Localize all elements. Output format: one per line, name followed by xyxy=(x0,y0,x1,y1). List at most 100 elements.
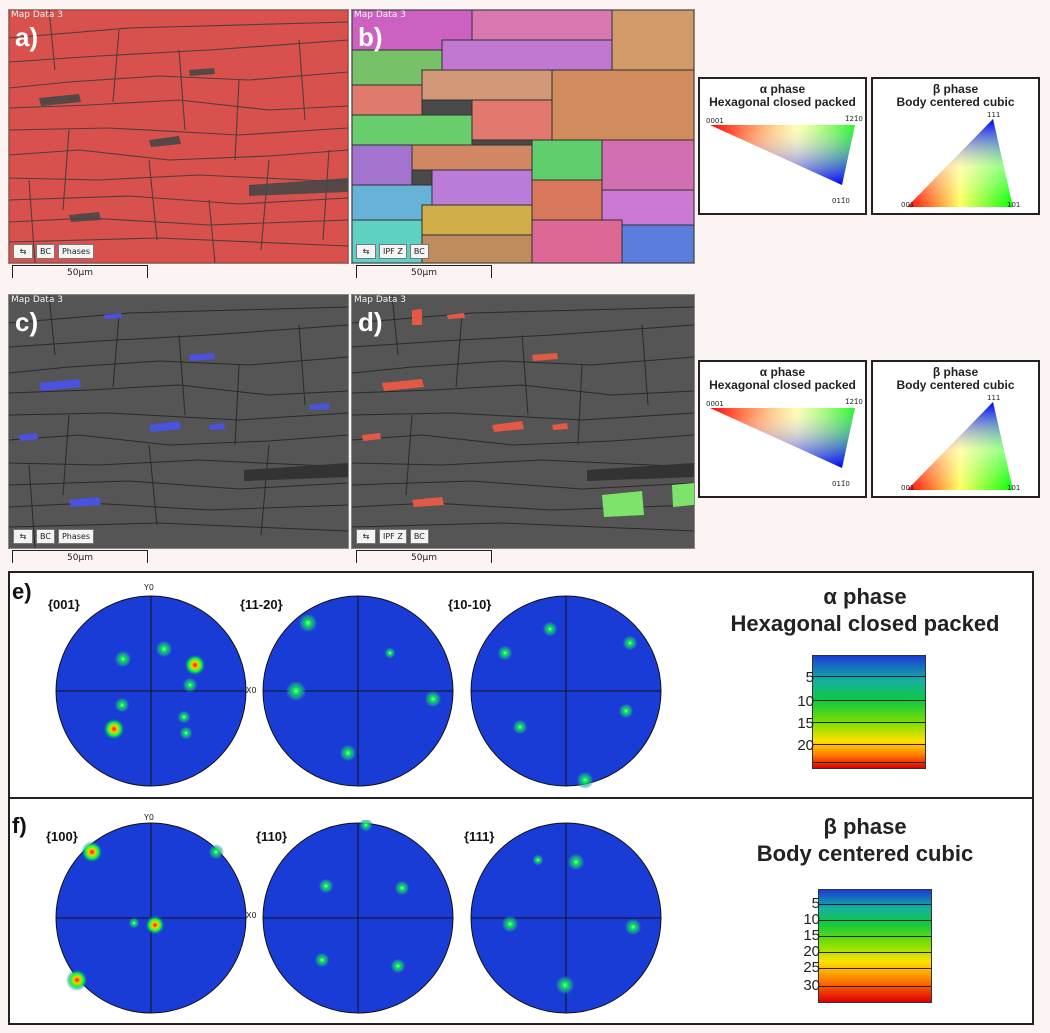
scale-label: 50µm xyxy=(411,553,437,563)
panel-label-e: e) xyxy=(12,579,32,604)
ipf-key-beta: β phase Body centered cubic 111 001 101 xyxy=(871,77,1040,215)
corner-label-001: 001 xyxy=(901,484,915,492)
pole-figure-panel-e: e) {001} {11-20} {10-10} Y0 X0 xyxy=(8,571,1034,799)
scale-label: 50µm xyxy=(67,268,93,278)
corner-label-0001: 0001 xyxy=(706,117,724,125)
key-phase-structure: Hexagonal closed packed xyxy=(709,378,856,392)
map-panel-a: Map Data 3 a) ⇆ BC Phases xyxy=(8,9,349,264)
layer-button-phases[interactable]: Phases xyxy=(57,529,94,544)
layer-button-bc[interactable]: BC xyxy=(409,244,429,259)
map-toolbar: ⇆ BC Phases xyxy=(13,244,94,259)
map-title: Map Data 3 xyxy=(354,10,406,20)
axis-label-x: X0 xyxy=(246,911,257,920)
scale-bar-a: 50µm xyxy=(12,265,148,278)
axes-icon[interactable]: ⇆ xyxy=(356,244,376,259)
layer-button-bc[interactable]: BC xyxy=(36,529,55,544)
map-panel-b: Map Data 3 b) ⇆ IPF Z BC xyxy=(351,9,695,264)
map-toolbar: ⇆ IPF Z BC xyxy=(356,244,429,259)
phase-structure: Hexagonal closed packed xyxy=(730,611,1000,636)
layer-button-bc[interactable]: BC xyxy=(36,244,55,259)
map-panel-c: Map Data 3 c) ⇆ BC Phases xyxy=(8,294,349,549)
map-toolbar: ⇆ BC Phases xyxy=(13,529,94,544)
axis-label-y: Y0 xyxy=(144,813,154,822)
pole-figure-100 xyxy=(55,822,247,1014)
panel-label-a: a) xyxy=(15,22,39,52)
ipf-map-b xyxy=(352,10,694,263)
phase-map-a xyxy=(9,10,348,263)
pole-figure-10-10 xyxy=(470,595,662,789)
key-phase-name: β phase xyxy=(932,82,979,96)
layer-button-ipfz[interactable]: IPF Z xyxy=(379,244,407,259)
pole-figure-110 xyxy=(262,820,454,1014)
scale-label: 50µm xyxy=(67,553,93,563)
legend-tick: 5 xyxy=(811,895,820,912)
legend-tick: 15 xyxy=(803,927,820,944)
plane-label: {001} xyxy=(48,597,80,612)
axes-icon[interactable]: ⇆ xyxy=(13,244,33,259)
scale-bar-d: 50µm xyxy=(356,550,492,563)
plane-label: {111} xyxy=(464,829,495,844)
axis-label-y: Y0 xyxy=(144,583,154,592)
legend-tick: 20 xyxy=(797,737,814,754)
axis-label-x: X0 xyxy=(246,686,257,695)
pole-figure-001 xyxy=(55,595,247,787)
legend-tick: 10 xyxy=(797,693,814,710)
layer-button-phases[interactable]: Phases xyxy=(57,244,94,259)
phase-name: α phase xyxy=(823,584,907,609)
layer-button-ipfz[interactable]: IPF Z xyxy=(379,529,407,544)
scale-bar-b: 50µm xyxy=(356,265,492,278)
bcc-ipf-triangle xyxy=(907,119,1013,207)
legend-tick: 30 xyxy=(803,977,820,994)
corner-label-111: 111 xyxy=(987,394,1001,402)
map-title: Map Data 3 xyxy=(11,295,63,305)
intensity-legend xyxy=(818,889,932,1003)
key-phase-structure: Body centered cubic xyxy=(896,95,1015,109)
map-toolbar: ⇆ IPF Z BC xyxy=(356,529,429,544)
pole-figures-beta xyxy=(55,820,662,1014)
axes-icon[interactable]: ⇆ xyxy=(13,529,33,544)
axes-icon[interactable]: ⇆ xyxy=(356,529,376,544)
hcp-ipf-triangle xyxy=(710,408,855,468)
legend-tick: 15 xyxy=(797,715,814,732)
corner-label-001: 001 xyxy=(901,201,915,209)
corner-label-111: 111 xyxy=(987,111,1001,119)
key-phase-structure: Hexagonal closed packed xyxy=(709,95,856,109)
phase-name: β phase xyxy=(823,814,907,839)
plane-label: {11-20} xyxy=(240,597,283,612)
hcp-ipf-triangle xyxy=(710,125,855,185)
ipf-key-alpha: α phase Hexagonal closed packed 0001 1̄2… xyxy=(698,360,867,498)
corner-label-0001: 0001 xyxy=(706,400,724,408)
map-panel-d: Map Data 3 d) ⇆ IPF Z BC xyxy=(351,294,695,549)
pole-figures-alpha xyxy=(55,595,662,789)
phase-structure: Body centered cubic xyxy=(756,841,974,866)
corner-label-101: 101 xyxy=(1007,484,1021,492)
ipf-map-d xyxy=(352,295,694,548)
panel-label-b: b) xyxy=(358,22,383,52)
plane-label: {10-10} xyxy=(448,597,492,612)
corner-label-101: 101 xyxy=(1007,201,1021,209)
pole-figure-11-20 xyxy=(262,595,454,787)
scale-bar-c: 50µm xyxy=(12,550,148,563)
pole-figure-111 xyxy=(470,822,662,1014)
layer-button-bc[interactable]: BC xyxy=(409,529,429,544)
map-title: Map Data 3 xyxy=(354,295,406,305)
ipf-key-beta: β phase Body centered cubic 111 001 101 xyxy=(871,360,1040,498)
plane-label: {100} xyxy=(46,829,78,844)
corner-label-1210: 1̄21̄0 xyxy=(845,398,863,406)
phase-title: β phase Body centered cubic xyxy=(700,813,1030,867)
legend-tick: 10 xyxy=(803,911,820,928)
ipf-key-alpha: α phase Hexagonal closed packed 0001 1̄2… xyxy=(698,77,867,215)
plane-label: {110} xyxy=(256,829,288,844)
scale-label: 50µm xyxy=(411,268,437,278)
corner-label-0110: 011̄0 xyxy=(832,480,850,488)
pole-figure-panel-f: f) {100} {110} {111} Y0 X0 β phase Bod xyxy=(8,797,1034,1025)
panel-label-d: d) xyxy=(358,307,383,337)
corner-label-0110: 011̄0 xyxy=(832,197,850,205)
phase-title: α phase Hexagonal closed packed xyxy=(700,583,1030,637)
intensity-legend xyxy=(812,655,926,769)
legend-tick: 25 xyxy=(803,959,820,976)
key-phase-structure: Body centered cubic xyxy=(896,378,1015,392)
phase-map-c xyxy=(9,295,348,548)
legend-tick: 5 xyxy=(805,669,814,686)
panel-label-f: f) xyxy=(12,813,27,838)
